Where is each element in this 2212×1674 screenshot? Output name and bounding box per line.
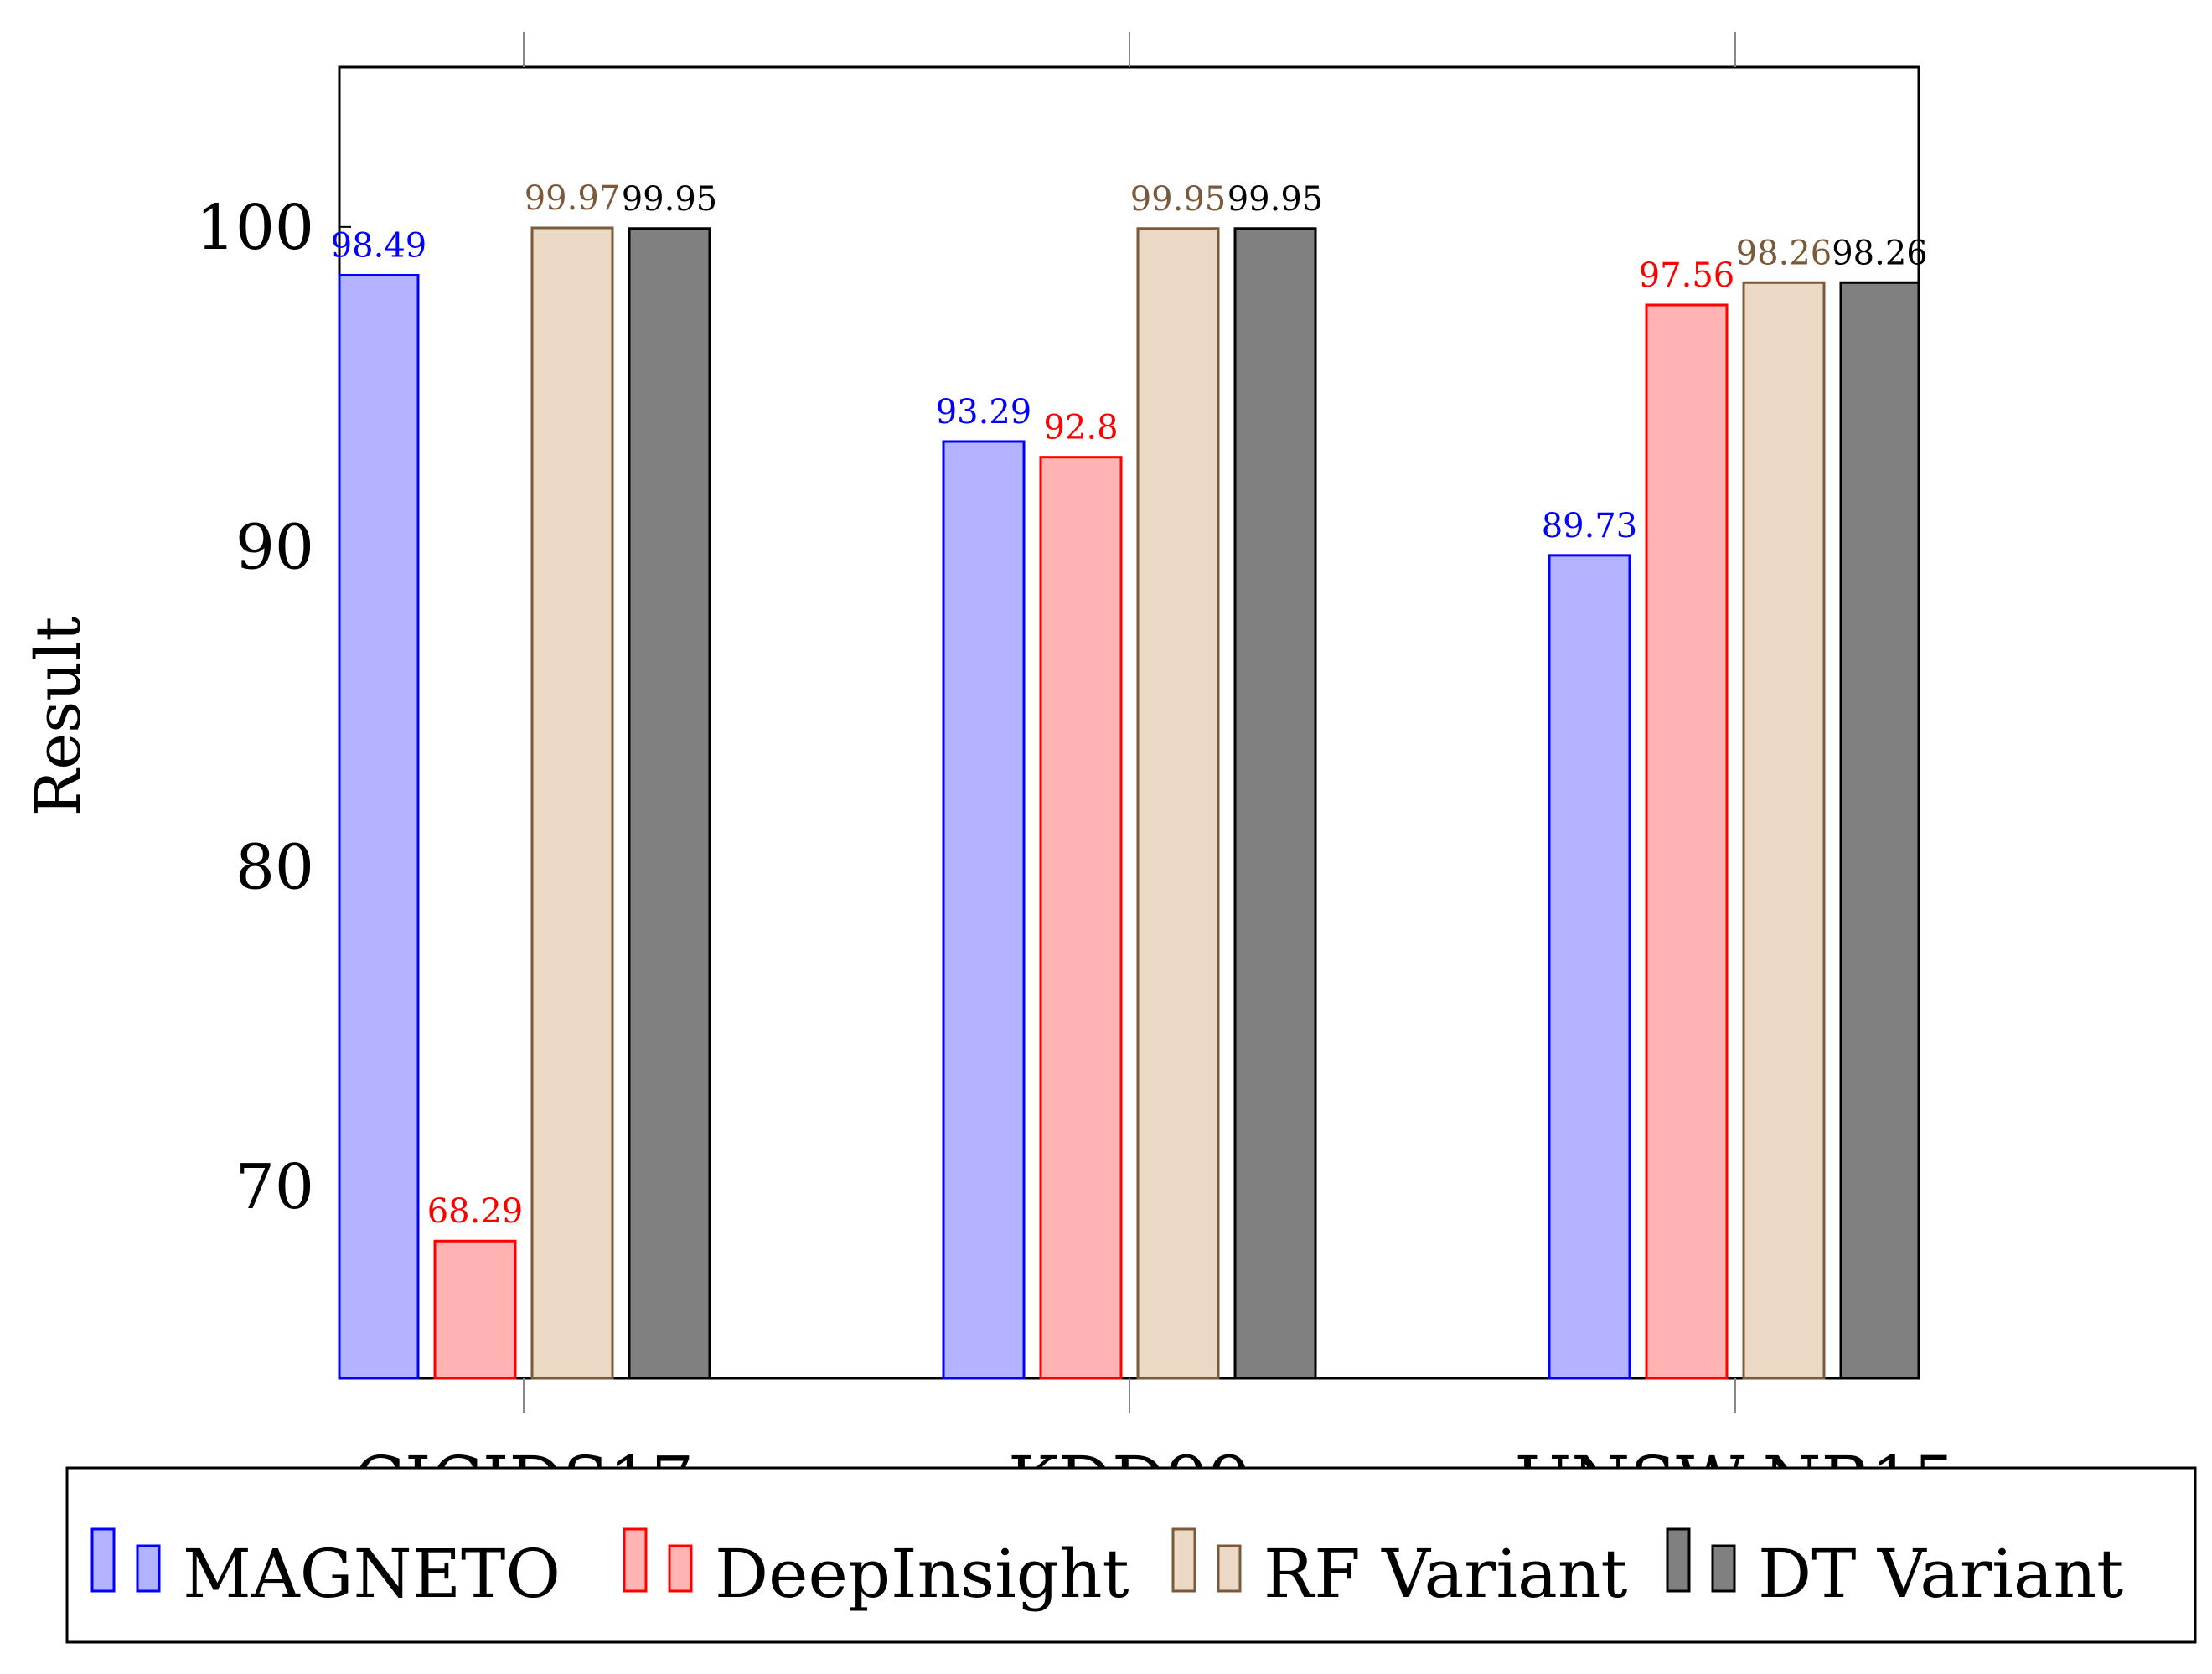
y-tick-label: 90 xyxy=(235,512,314,584)
legend-swatch xyxy=(1171,1527,1196,1593)
legend-swatch xyxy=(1711,1544,1736,1593)
legend-label: RF Variant xyxy=(1264,1535,1628,1613)
legend-swatch xyxy=(668,1544,693,1593)
bar-magneto xyxy=(942,440,1026,1380)
bar-dt-variant xyxy=(628,227,711,1380)
bar-deepinsight xyxy=(1039,456,1123,1380)
legend-swatch xyxy=(1666,1527,1691,1593)
bar-dt-variant xyxy=(1233,227,1317,1380)
data-label: 98.26 xyxy=(1832,234,1928,272)
legend-label: DeepInsight xyxy=(715,1535,1129,1613)
bar-rf-variant xyxy=(1136,227,1220,1380)
legend-label: MAGNETO xyxy=(183,1535,561,1613)
legend-box xyxy=(65,1466,2197,1644)
data-label: 89.73 xyxy=(1542,507,1638,545)
data-label: 99.97 xyxy=(525,179,621,218)
bar-rf-variant xyxy=(530,226,614,1380)
y-axis-title: Result xyxy=(23,616,95,816)
bar-dt-variant xyxy=(1839,281,1920,1380)
bar-deepinsight xyxy=(1645,303,1729,1380)
legend-swatch xyxy=(90,1527,116,1593)
data-label: 68.29 xyxy=(427,1192,524,1231)
legend-swatch xyxy=(623,1527,648,1593)
plot-area: 708090100CICIDS1798.4968.2999.9799.95KDD… xyxy=(196,32,1956,1520)
data-label: 99.95 xyxy=(1227,180,1324,219)
y-tick-label: 70 xyxy=(235,1151,314,1223)
legend-swatch xyxy=(1217,1544,1242,1593)
y-tick-label: 100 xyxy=(196,192,314,264)
data-label: 98.26 xyxy=(1736,234,1832,272)
bar-deepinsight xyxy=(433,1239,517,1380)
legend: MAGNETO DeepInsight RF Variant DT Variant xyxy=(65,1466,2197,1644)
data-label: 99.95 xyxy=(622,180,718,219)
bar-magneto xyxy=(1548,554,1631,1380)
data-label: 99.95 xyxy=(1130,180,1227,219)
bar-magneto xyxy=(338,273,420,1380)
data-label: 92.8 xyxy=(1043,409,1118,447)
legend-label: DT Variant xyxy=(1758,1535,2123,1613)
bar-rf-variant xyxy=(1742,281,1826,1380)
data-label: 93.29 xyxy=(936,393,1032,431)
data-label: 98.49 xyxy=(331,226,427,265)
legend-swatch xyxy=(136,1544,161,1593)
y-tick-label: 80 xyxy=(235,831,314,903)
data-label: 97.56 xyxy=(1639,256,1735,295)
